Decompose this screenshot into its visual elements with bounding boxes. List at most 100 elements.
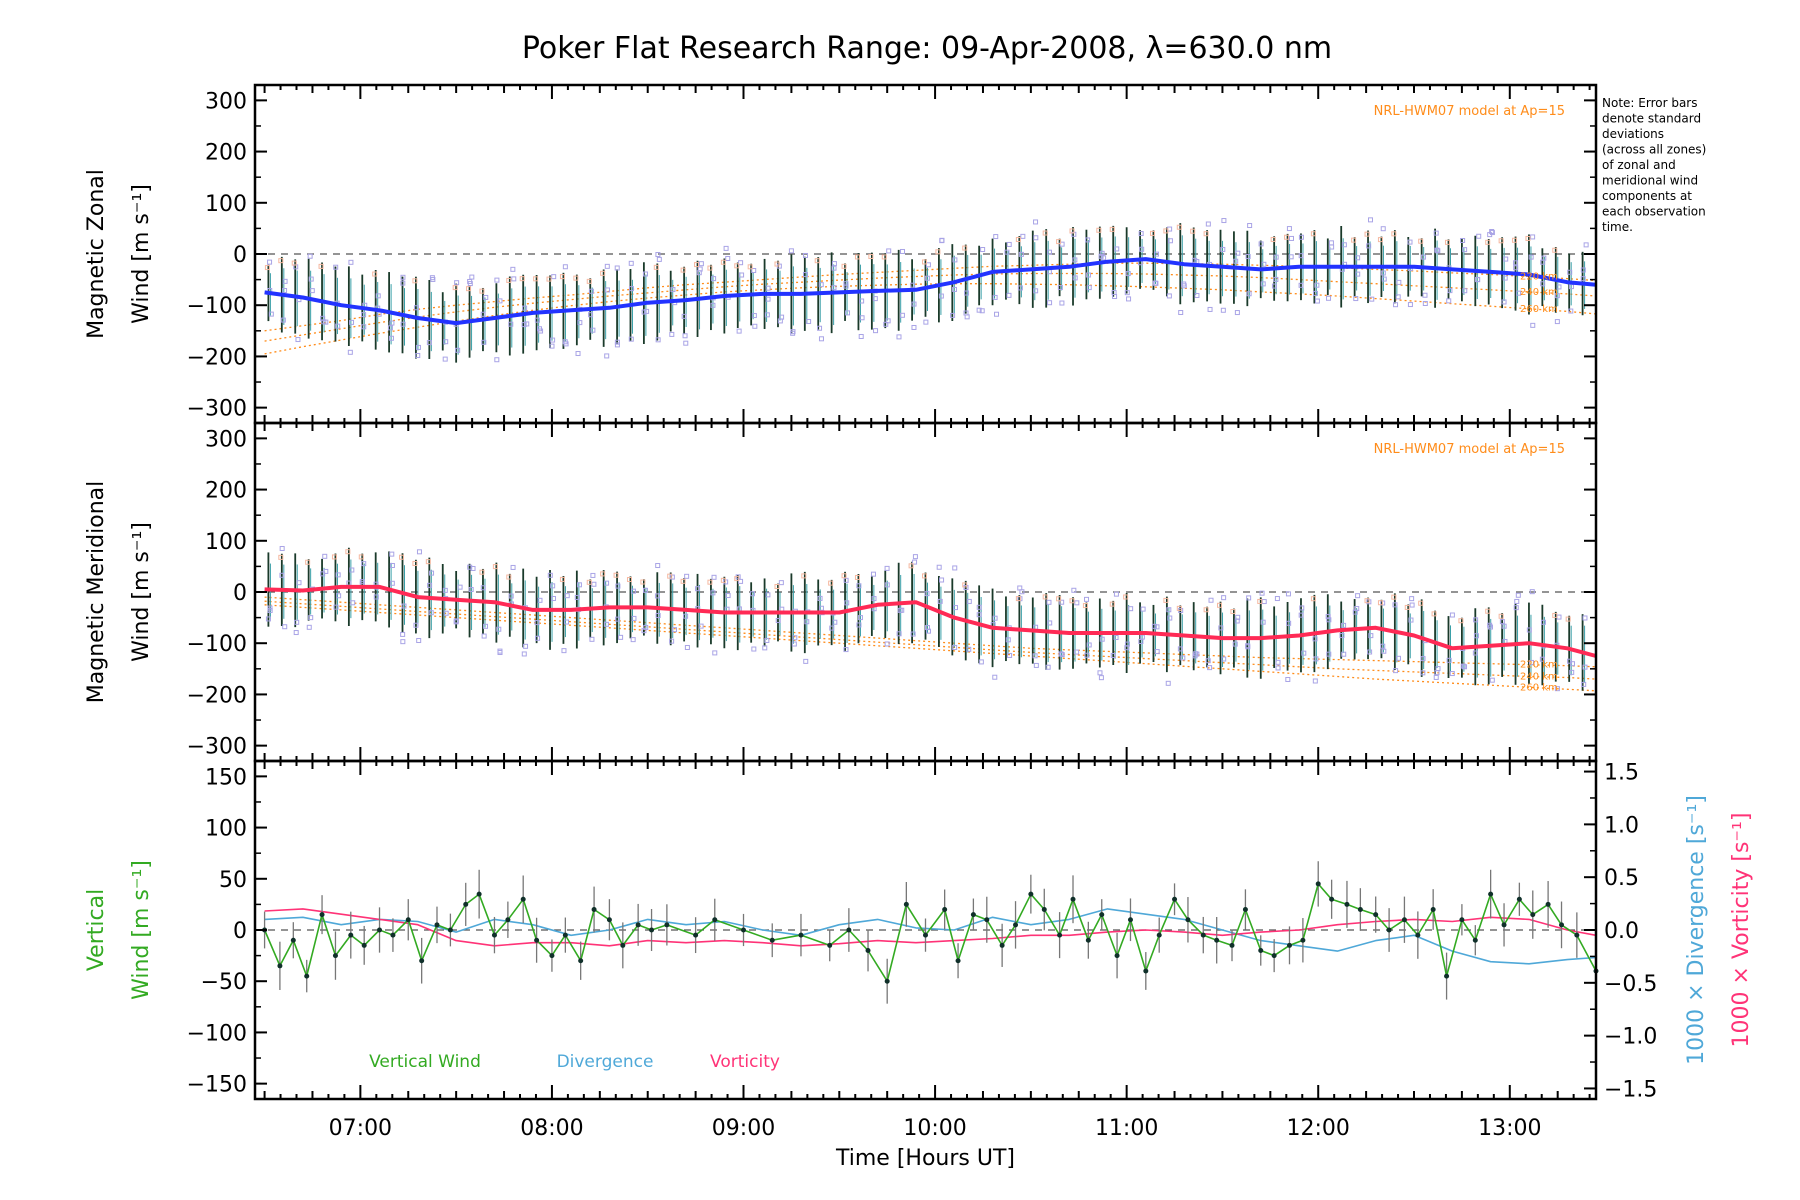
note-line: components at <box>1602 189 1692 203</box>
scatter-point <box>870 571 876 577</box>
vertical-wind-point <box>1300 937 1306 943</box>
scatter-point <box>1259 590 1265 596</box>
scatter-point <box>1163 597 1169 603</box>
vertical-wind-point <box>419 958 425 964</box>
scatter-point <box>858 333 864 339</box>
scatter-point <box>416 549 422 555</box>
scatter-point <box>1462 288 1468 294</box>
scatter-point <box>669 331 675 337</box>
scatter-point <box>1569 669 1575 675</box>
scatter-point <box>614 339 620 345</box>
scatter-point <box>896 631 902 637</box>
scatter-point <box>1325 614 1331 620</box>
scatter-point <box>1396 279 1402 285</box>
scatter-point <box>550 583 556 589</box>
scatter-point <box>886 248 892 254</box>
scatter-point <box>832 619 838 625</box>
vertical-wind-point <box>277 963 283 969</box>
scatter-point <box>1540 619 1546 625</box>
scatter-point <box>1514 598 1520 604</box>
y-tick-label: 0 <box>233 243 247 268</box>
scatter-point <box>803 272 809 278</box>
scatter-point <box>1580 267 1586 273</box>
y-axis-label: Magnetic Meridional <box>84 481 109 703</box>
note-line: Note: Error bars <box>1602 96 1697 110</box>
scatter-point <box>401 603 407 609</box>
vertical-wind-point <box>1444 973 1450 979</box>
vertical-wind-point <box>1415 932 1421 938</box>
scatter-point <box>511 276 517 282</box>
scatter-point <box>457 584 463 590</box>
scatter-point <box>831 265 837 271</box>
scatter-point <box>774 261 780 267</box>
scatter-point <box>1154 624 1160 630</box>
scatter-point <box>1540 281 1546 287</box>
scatter-point <box>1113 635 1119 641</box>
y-tick-label-right: −0.5 <box>1604 972 1657 997</box>
scatter-point <box>1056 239 1062 245</box>
scatter-point <box>1565 616 1571 622</box>
scatter-point <box>1341 242 1347 248</box>
scatter-point <box>788 248 794 254</box>
y-tick-label: −100 <box>187 294 247 319</box>
scatter-point <box>1364 231 1370 237</box>
scatter-point <box>318 263 324 269</box>
scatter-point <box>1487 624 1493 630</box>
scatter-point <box>630 588 636 594</box>
scatter-point <box>803 658 809 664</box>
scatter-point <box>279 572 285 578</box>
scatter-point <box>546 276 552 282</box>
scatter-point <box>1314 298 1320 304</box>
scatter-point <box>697 266 703 272</box>
scatter-point <box>1126 296 1132 302</box>
scatter-point <box>723 245 729 251</box>
scatter-point <box>1205 658 1211 664</box>
scatter-point <box>588 312 594 318</box>
scatter-point <box>1047 620 1053 626</box>
scatter-point <box>1192 653 1198 659</box>
scatter-point <box>1032 653 1038 659</box>
scatter-point <box>562 264 568 270</box>
y-tick-label-right: −1.5 <box>1604 1077 1657 1102</box>
scatter-point <box>267 605 273 611</box>
scatter-point <box>670 287 676 293</box>
vertical-wind-point <box>319 912 325 918</box>
scatter-point <box>966 646 972 652</box>
scatter-point <box>1207 665 1213 671</box>
scatter-point <box>779 314 785 320</box>
scatter-point <box>642 587 648 593</box>
scatter-point <box>734 263 740 269</box>
scatter-point <box>1501 299 1507 305</box>
scatter-point <box>922 259 927 265</box>
scatter-point <box>1380 226 1386 232</box>
vertical-wind-point <box>591 907 597 913</box>
scatter-point <box>1113 591 1119 597</box>
altitude-label: 260 km <box>1520 682 1558 693</box>
scatter-point <box>1503 256 1509 262</box>
scatter-point <box>1082 603 1088 609</box>
scatter-point <box>751 646 757 652</box>
scatter-point <box>1235 250 1241 256</box>
scatter-point <box>1221 595 1227 601</box>
scatter-point <box>1431 611 1437 617</box>
scatter-point <box>375 293 381 299</box>
vertical-wind-point <box>999 942 1005 948</box>
scatter-point <box>1177 646 1183 652</box>
vertical-wind-point <box>520 896 526 902</box>
vertical-wind-point <box>741 927 747 933</box>
scatter-point <box>1582 615 1588 621</box>
scatter-point <box>774 583 780 589</box>
scatter-point <box>296 580 302 586</box>
scatter-point <box>1245 643 1251 649</box>
scatter-point <box>373 594 379 600</box>
scatter-point <box>1501 623 1507 629</box>
scatter-point <box>589 636 595 642</box>
scatter-point <box>791 641 797 647</box>
scatter-point <box>1042 594 1048 600</box>
scatter-point <box>1328 240 1334 246</box>
scatter-point <box>881 254 887 260</box>
scatter-point <box>1355 593 1361 599</box>
scatter-point <box>497 298 503 304</box>
y-tick-label: −150 <box>187 1073 247 1098</box>
scatter-point <box>950 312 956 318</box>
